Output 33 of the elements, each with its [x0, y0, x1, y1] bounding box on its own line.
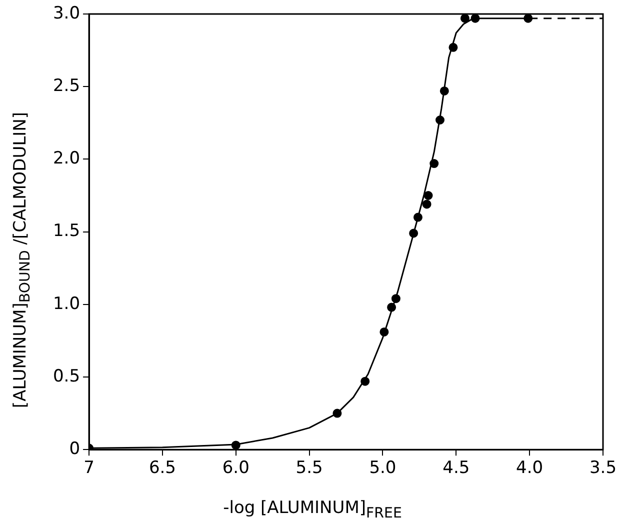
point: [409, 228, 418, 238]
point: [440, 86, 449, 96]
point: [430, 159, 439, 168]
x-tick-label: 5.5: [296, 458, 323, 478]
point: [470, 14, 480, 23]
x-tick-label: 7: [84, 458, 94, 478]
point: [360, 376, 370, 386]
y-tick-label: 1.5: [52, 221, 80, 242]
x-tick-label: 5.0: [369, 458, 396, 478]
y-tick-label: 0: [69, 439, 80, 460]
point: [460, 14, 470, 23]
y-tick-label: 1.0: [52, 294, 80, 314]
point: [436, 115, 444, 124]
point: [231, 440, 240, 450]
x-axis-title: -log [ALUMINUM]$_{FREE}$: [222, 498, 403, 522]
point: [448, 42, 458, 52]
point: [422, 200, 432, 209]
x-tick-label: 3.5: [589, 458, 617, 478]
point: [391, 294, 400, 304]
point: [424, 191, 433, 200]
point: [332, 408, 342, 418]
point: [524, 14, 533, 23]
y-tick-label: 2.5: [52, 76, 80, 96]
point: [387, 302, 396, 312]
point: [413, 212, 422, 222]
y-tick-label: 0.5: [52, 366, 80, 386]
x-tick-label: 4.5: [442, 458, 470, 478]
x-tick-label: 6.5: [148, 458, 176, 478]
y-tick-label: 3.0: [52, 3, 80, 24]
y-tick-label: 2.0: [52, 148, 80, 169]
point: [380, 327, 389, 336]
x-tick-label: 6.0: [222, 458, 250, 478]
x-tick-label: 4.0: [516, 458, 544, 478]
